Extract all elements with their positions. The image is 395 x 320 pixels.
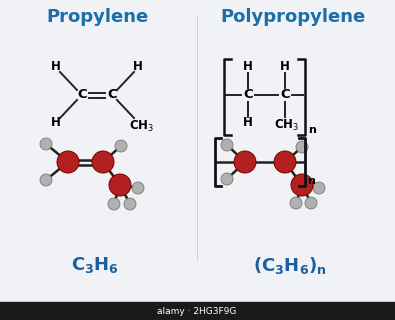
Circle shape xyxy=(296,141,308,153)
Text: n: n xyxy=(308,125,316,135)
Text: CH$_3$: CH$_3$ xyxy=(130,118,154,133)
Circle shape xyxy=(115,140,127,152)
Circle shape xyxy=(291,174,313,196)
Circle shape xyxy=(290,197,302,209)
Text: H: H xyxy=(51,116,61,130)
Circle shape xyxy=(274,151,296,173)
Text: C: C xyxy=(107,89,117,101)
Circle shape xyxy=(234,151,256,173)
Circle shape xyxy=(221,173,233,185)
Circle shape xyxy=(40,138,52,150)
Text: H: H xyxy=(280,60,290,74)
Circle shape xyxy=(313,182,325,194)
Text: n: n xyxy=(307,176,315,186)
Circle shape xyxy=(57,151,79,173)
Text: C: C xyxy=(280,89,290,101)
Text: Propylene: Propylene xyxy=(47,8,149,26)
Bar xyxy=(0,302,395,320)
Text: H: H xyxy=(243,60,253,74)
Text: H: H xyxy=(51,60,61,74)
Text: $\mathbf{(C_3H_6)_n}$: $\mathbf{(C_3H_6)_n}$ xyxy=(253,254,327,276)
Circle shape xyxy=(124,198,136,210)
Circle shape xyxy=(108,198,120,210)
Text: C: C xyxy=(77,89,87,101)
Text: CH$_3$: CH$_3$ xyxy=(275,117,299,132)
Circle shape xyxy=(92,151,114,173)
Text: C: C xyxy=(243,89,253,101)
Circle shape xyxy=(40,174,52,186)
Circle shape xyxy=(132,182,144,194)
Circle shape xyxy=(109,174,131,196)
Text: $\mathbf{C_3H_6}$: $\mathbf{C_3H_6}$ xyxy=(71,255,119,275)
Text: alamy · 2HG3F9G: alamy · 2HG3F9G xyxy=(157,307,237,316)
Circle shape xyxy=(305,197,317,209)
Text: H: H xyxy=(243,116,253,130)
Text: H: H xyxy=(133,60,143,74)
Circle shape xyxy=(221,139,233,151)
Text: Polypropylene: Polypropylene xyxy=(220,8,366,26)
